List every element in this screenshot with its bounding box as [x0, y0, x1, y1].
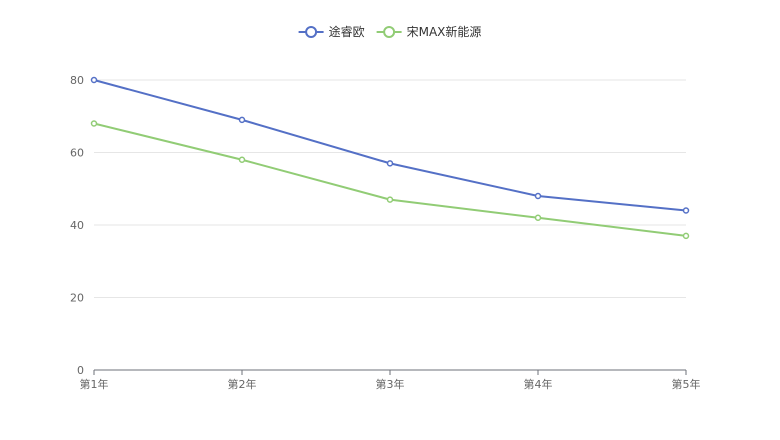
- series-lines: [90, 76, 690, 240]
- data-point[interactable]: [238, 156, 246, 163]
- data-point[interactable]: [534, 192, 542, 200]
- x-tick-label: 第3年: [376, 377, 405, 391]
- x-tick-label: 第1年: [80, 377, 109, 391]
- data-point[interactable]: [90, 120, 98, 127]
- x-tick-label: 第2年: [228, 377, 257, 391]
- series-line: [93, 122, 687, 237]
- x-tick-label: 第5年: [672, 377, 701, 391]
- legend-item-1[interactable]: 途睿欧: [298, 24, 365, 39]
- data-point[interactable]: [386, 196, 394, 203]
- grid-lines: [94, 79, 686, 298]
- y-tick-label: 20: [70, 292, 84, 305]
- y-tick-label: 0: [77, 364, 84, 377]
- axes: 0 20 40 60 80 第1年 第2年 第3年 第4年 第5年: [70, 74, 701, 391]
- y-tick-label: 60: [70, 147, 84, 160]
- legend-marker-icon: [383, 26, 396, 38]
- y-tick-label: 40: [70, 219, 84, 232]
- legend-marker-icon: [305, 26, 318, 38]
- legend-label: 途睿欧: [329, 24, 365, 39]
- series-1: [90, 76, 690, 214]
- y-tick-label: 80: [70, 74, 84, 87]
- x-tick-label: 第4年: [524, 377, 553, 391]
- data-point[interactable]: [534, 214, 542, 221]
- data-point[interactable]: [682, 207, 690, 214]
- data-point[interactable]: [682, 232, 690, 240]
- legend-item-2[interactable]: 宋MAX新能源: [376, 24, 482, 39]
- data-point[interactable]: [238, 116, 246, 124]
- legend-label: 宋MAX新能源: [407, 24, 482, 39]
- data-point[interactable]: [90, 76, 98, 84]
- legend[interactable]: 途睿欧 宋MAX新能源: [298, 24, 482, 39]
- series-2: [90, 120, 690, 240]
- data-point[interactable]: [386, 160, 394, 167]
